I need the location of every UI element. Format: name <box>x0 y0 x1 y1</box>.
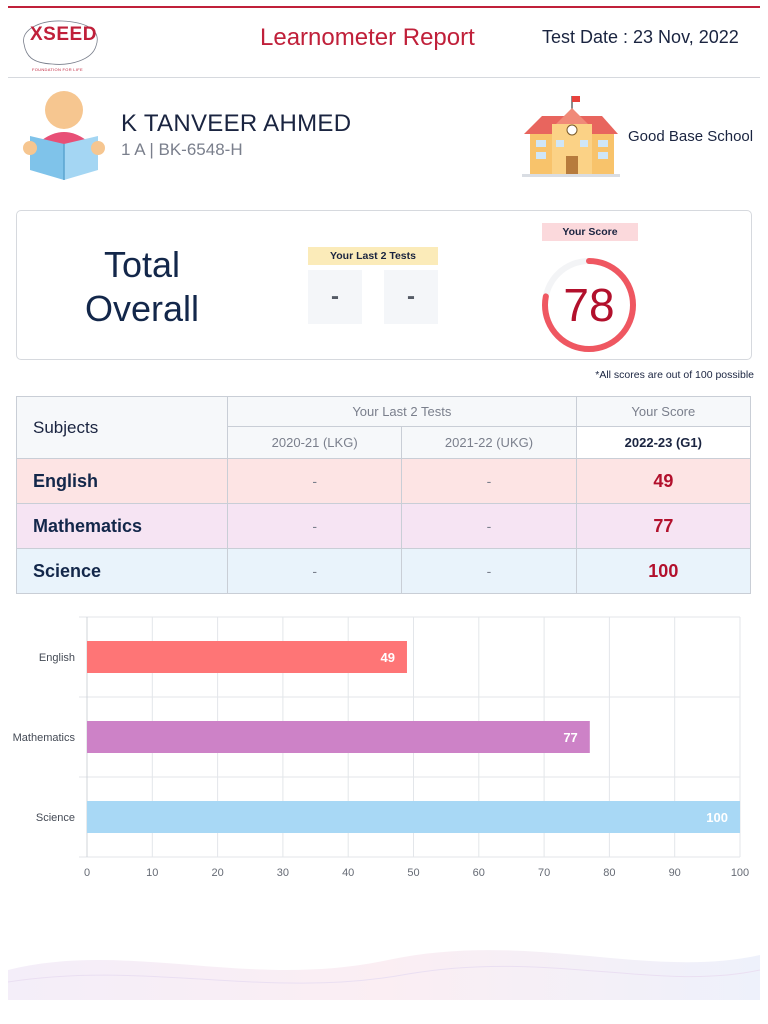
score-2022-23: 77 <box>575 503 752 549</box>
score-gauge-arc <box>542 258 636 352</box>
report-header: XSEED FOUNDATION FOR LIFE Learnometer Re… <box>8 8 760 78</box>
year-header-2021-22: 2021-22 (UKG) <box>401 426 577 459</box>
bar-mathematics <box>87 721 590 753</box>
score-2020-21: - <box>226 548 403 594</box>
score-2021-22: - <box>401 548 577 594</box>
xseed-logo: XSEED FOUNDATION FOR LIFE <box>18 18 100 72</box>
x-tick-label: 90 <box>669 867 681 879</box>
report-title: Learnometer Report <box>260 24 475 51</box>
your-score-label: Your Score <box>542 223 638 241</box>
last-tests-column-header: Your Last 2 Tests <box>227 396 577 427</box>
overall-score-value: 78 <box>563 279 615 331</box>
x-tick-label: 60 <box>473 867 485 879</box>
subject-name: Mathematics <box>16 503 228 549</box>
score-2022-23: 100 <box>575 548 752 594</box>
scores-footnote: *All scores are out of 100 possible <box>595 369 754 381</box>
score-2022-23: 49 <box>575 458 752 504</box>
x-tick-label: 100 <box>731 867 749 879</box>
student-class-code: 1 A | BK-6548-H <box>121 140 243 159</box>
bar-value-label: 49 <box>381 650 395 665</box>
decorative-wave-footer <box>8 950 760 1000</box>
score-2021-22: - <box>401 458 577 504</box>
year-header-2022-23: 2022-23 (G1) <box>575 426 752 459</box>
total-overall-card: Total Overall Your Last 2 Tests - - Your… <box>16 210 752 360</box>
x-tick-label: 20 <box>211 867 223 879</box>
table-row-english: English - - 49 <box>16 458 752 504</box>
header-top-rule <box>8 6 760 8</box>
x-tick-label: 40 <box>342 867 354 879</box>
school-building-illustration <box>522 96 620 177</box>
logo-wordmark: XSEED <box>30 24 97 45</box>
score-2020-21: - <box>226 458 403 504</box>
year-header-2020-21: 2020-21 (LKG) <box>226 426 403 459</box>
table-row-science: Science - - 100 <box>16 548 752 594</box>
bar-value-label: 100 <box>706 810 728 825</box>
bar-value-label: 77 <box>563 730 577 745</box>
score-2020-21: - <box>226 503 403 549</box>
score-gauge <box>542 258 636 352</box>
student-name: K TANVEER AHMED <box>121 110 352 137</box>
table-row-mathematics: Mathematics - - 77 <box>16 503 752 549</box>
bar-science <box>87 801 740 833</box>
test-date: Test Date : 23 Nov, 2022 <box>542 27 739 47</box>
score-column-header: Your Score <box>575 396 752 427</box>
logo-tagline: FOUNDATION FOR LIFE <box>32 67 83 72</box>
last-test-1-score: - <box>308 270 362 324</box>
y-category-label: Mathematics <box>13 732 76 744</box>
subjects-column-header: Subjects <box>16 396 228 459</box>
student-reading-illustration <box>23 91 105 180</box>
bar-english <box>87 641 407 673</box>
x-tick-label: 70 <box>538 867 550 879</box>
x-tick-label: 30 <box>277 867 289 879</box>
subject-name: English <box>16 458 228 504</box>
subject-name: Science <box>16 548 228 594</box>
x-tick-label: 0 <box>84 867 90 879</box>
school-name: Good Base School <box>628 128 754 145</box>
total-overall-title: Total Overall <box>77 243 207 331</box>
subject-score-bar-chart: 0 10 20 30 40 50 60 70 80 90 100 English 49 Mathemati… <box>13 616 749 879</box>
x-tick-label: 10 <box>146 867 158 879</box>
total-overall-title-line2: Overall <box>84 288 200 329</box>
y-category-label: English <box>39 652 75 664</box>
last-tests-label: Your Last 2 Tests <box>308 247 438 265</box>
x-tick-label: 80 <box>603 867 615 879</box>
subject-scores-table: Subjects Your Last 2 Tests Your Score 20… <box>16 396 752 594</box>
x-tick-label: 50 <box>407 867 419 879</box>
last-test-2-score: - <box>384 270 438 324</box>
score-2021-22: - <box>401 503 577 549</box>
y-category-label: Science <box>36 812 75 824</box>
total-overall-title-line1: Total <box>103 244 181 285</box>
